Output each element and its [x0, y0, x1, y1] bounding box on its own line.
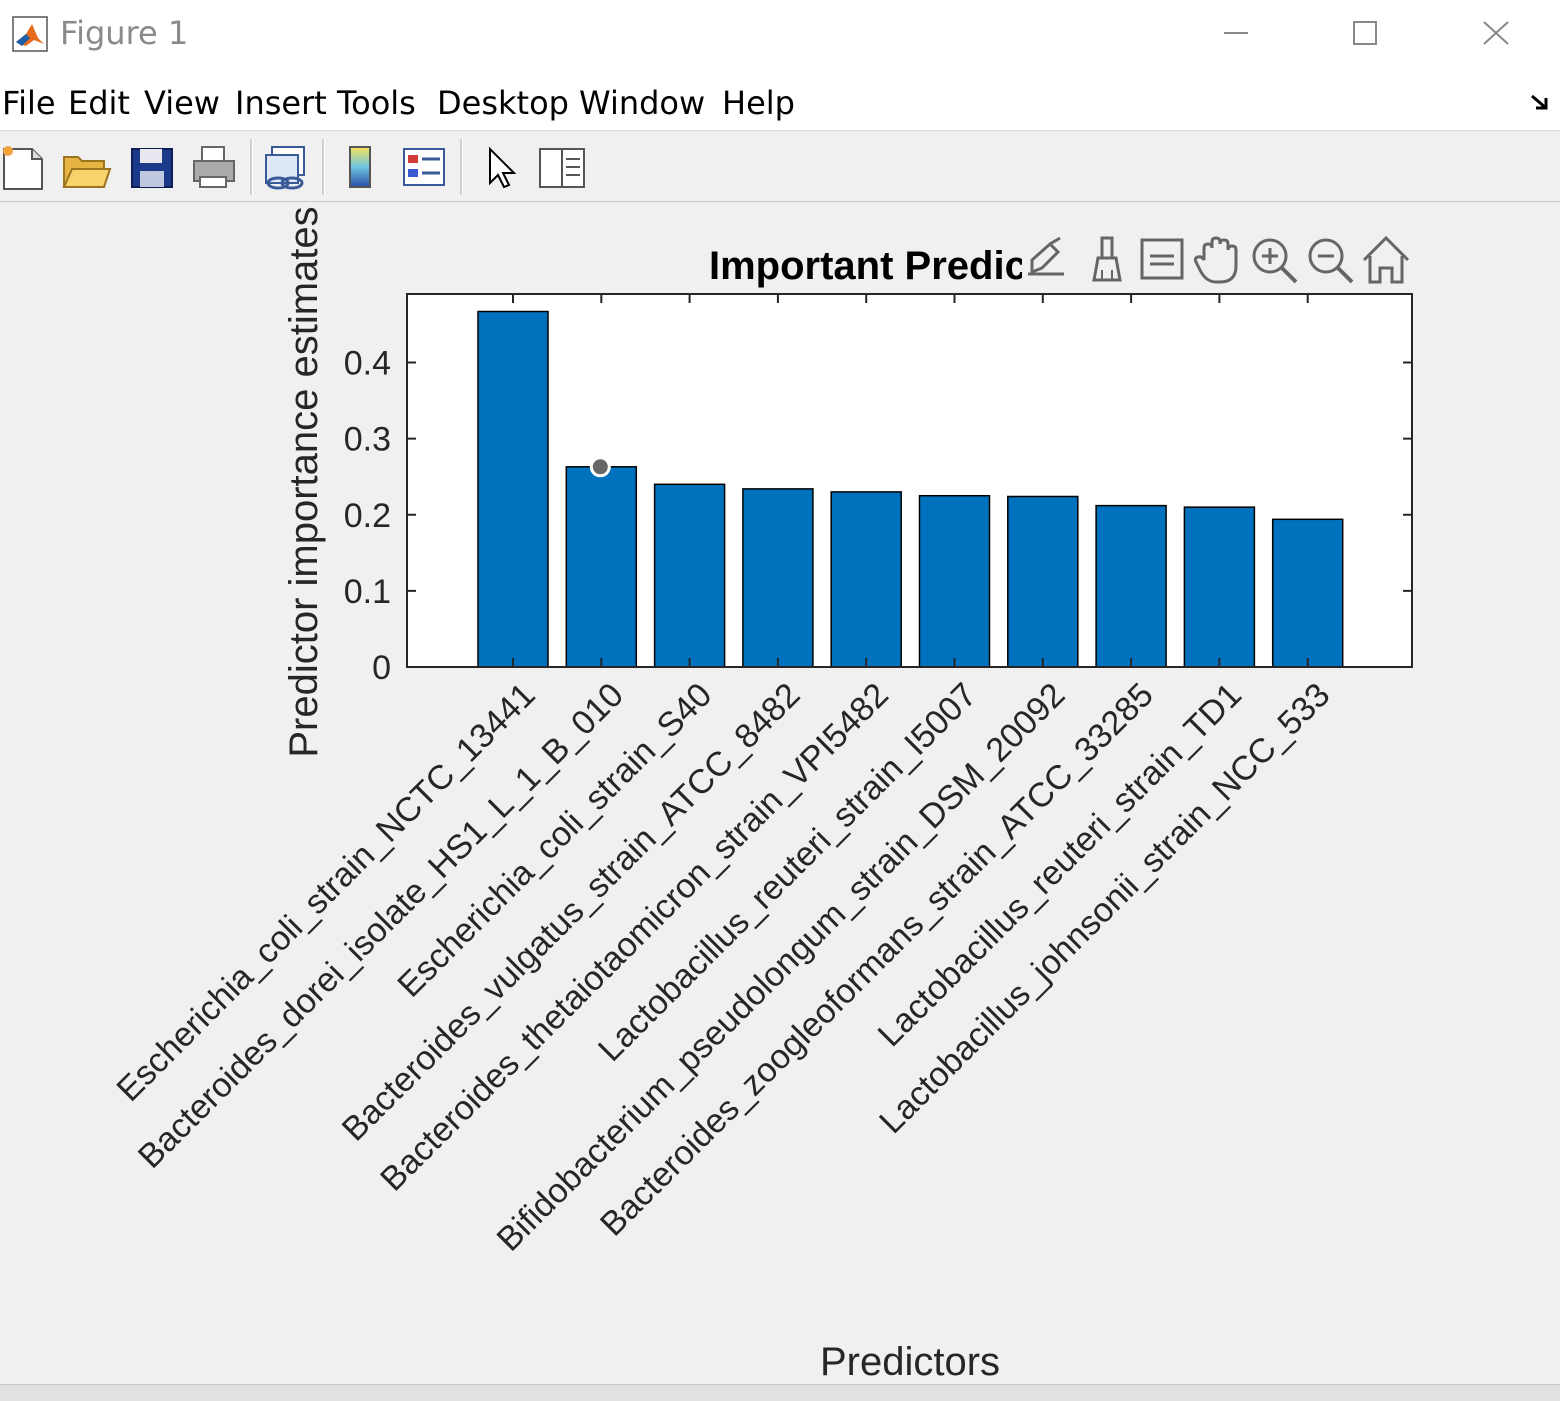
axes-box [406, 293, 1413, 668]
y-tick-label: 0.1 [344, 573, 391, 611]
toolbar-separator [250, 139, 253, 195]
menu-desktop[interactable]: Desktop [437, 84, 569, 122]
y-tick-label: 0.3 [344, 421, 391, 459]
new-figure-icon[interactable] [0, 141, 52, 193]
y-tick-label: 0 [372, 649, 391, 687]
y-axis-label: Predictor importance estimates [282, 206, 326, 757]
bar [918, 494, 991, 668]
colorbar-icon[interactable] [334, 141, 386, 193]
menu-tools[interactable]: Tools [337, 84, 416, 122]
bar [653, 483, 726, 668]
bar [1095, 504, 1167, 668]
menu-file[interactable]: File [2, 84, 56, 122]
menu-bar: File Edit View Insert Tools Desktop Wind… [0, 70, 1560, 131]
axes-toolbar-background [1022, 232, 1412, 290]
bar [742, 488, 814, 668]
figure-toolbar [0, 131, 1560, 202]
x-axis-label: Predictors [820, 1340, 1000, 1384]
export-icon[interactable] [1020, 230, 1076, 290]
title-bar: Figure 1 [0, 0, 1560, 70]
status-bar [0, 1384, 1560, 1401]
pan-icon[interactable] [1190, 230, 1246, 290]
zoom-in-icon[interactable] [1246, 230, 1302, 290]
pointer-icon[interactable] [476, 141, 528, 193]
menu-insert[interactable]: Insert [235, 84, 327, 122]
brush-icon[interactable] [1080, 230, 1136, 290]
home-icon[interactable] [1358, 230, 1414, 290]
open-folder-icon[interactable] [60, 141, 112, 193]
zoom-out-icon[interactable] [1302, 230, 1358, 290]
bar [830, 491, 902, 668]
dock-arrow-icon[interactable] [1528, 90, 1554, 116]
link-plot-icon[interactable] [260, 141, 312, 193]
toolbar-separator [460, 139, 463, 195]
matlab-logo-icon [12, 16, 48, 52]
bar [1007, 495, 1079, 668]
bar [1271, 518, 1344, 668]
toolbar-separator [322, 139, 325, 195]
bar [1183, 506, 1256, 668]
minimize-icon[interactable] [1200, 10, 1270, 56]
save-icon[interactable] [126, 141, 178, 193]
menu-window[interactable]: Window [579, 84, 706, 122]
menu-help[interactable]: Help [722, 84, 795, 122]
y-tick-label: 0.2 [344, 497, 391, 535]
data-point-marker [589, 456, 611, 478]
print-icon[interactable] [188, 141, 240, 193]
axes-background [407, 294, 1412, 667]
menu-edit[interactable]: Edit [68, 84, 130, 122]
property-editor-icon[interactable] [536, 141, 588, 193]
legend-icon[interactable] [398, 141, 450, 193]
bar [477, 310, 549, 668]
menu-view[interactable]: View [144, 84, 220, 122]
window-title: Figure 1 [60, 14, 189, 52]
data-tips-icon[interactable] [1134, 230, 1190, 290]
close-icon[interactable] [1460, 10, 1530, 56]
bar [565, 466, 638, 668]
maximize-icon[interactable] [1330, 10, 1400, 56]
y-tick-label: 0.4 [344, 345, 391, 383]
